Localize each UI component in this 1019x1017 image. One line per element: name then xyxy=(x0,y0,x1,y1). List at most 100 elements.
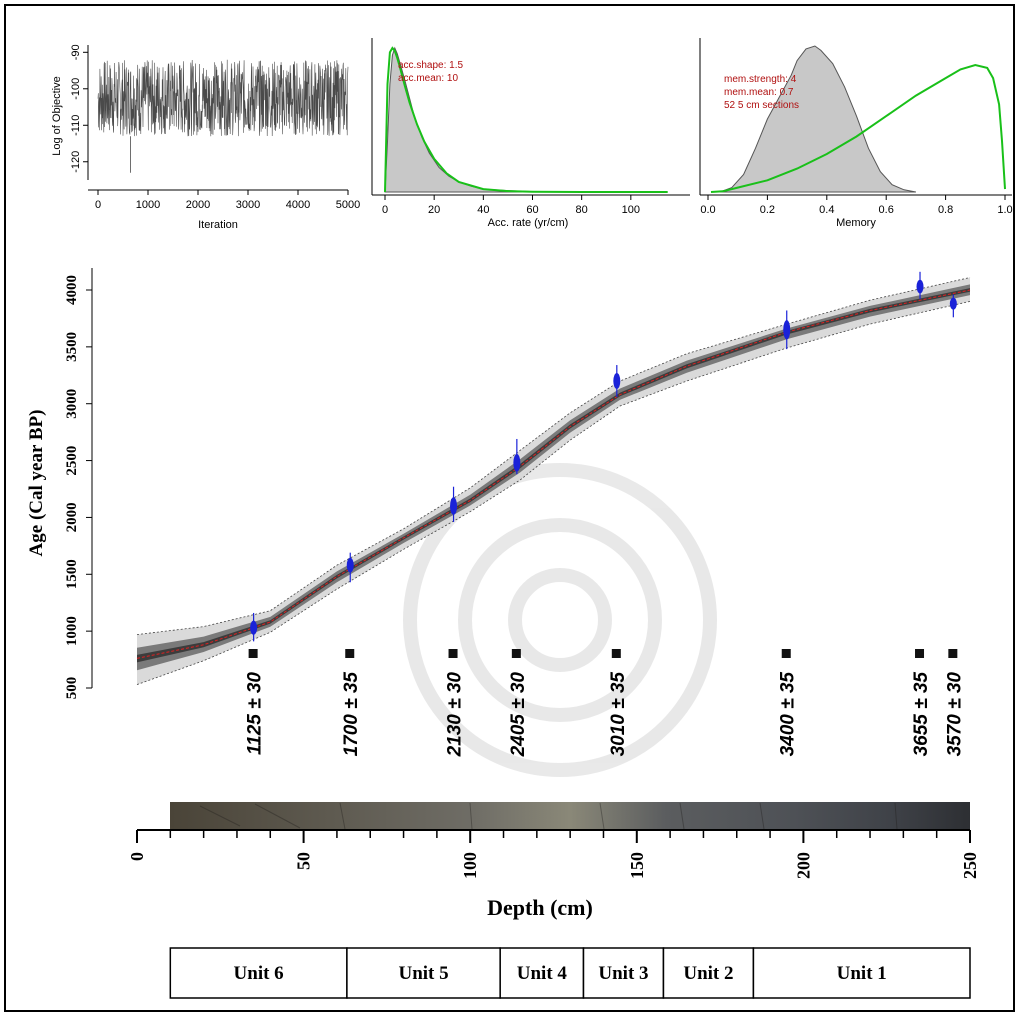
memory-x-label: Memory xyxy=(836,217,876,229)
age-upper-bound xyxy=(136,277,971,635)
date-square-7 xyxy=(915,649,925,658)
date-marker-4 xyxy=(513,454,521,472)
watermark-rosette xyxy=(403,463,717,777)
unit-cell-6 xyxy=(752,947,971,999)
depth-tick-label: 250 xyxy=(960,852,980,879)
trace-x-tick-label: 0 xyxy=(95,199,101,211)
memory-x-tick-label: 0.2 xyxy=(760,204,775,216)
trace-x-label: Iteration xyxy=(198,219,238,231)
trace-x-tick-label: 3000 xyxy=(236,199,260,211)
unit-table: Unit 6 Unit 5 Unit 4 Unit 3 Unit 2 Unit 1 xyxy=(169,947,971,999)
unit-label-6: Unit 1 xyxy=(837,963,887,984)
trace-x-tick-label: 1000 xyxy=(136,199,160,211)
acc-rate-x-tick-label: 40 xyxy=(477,204,489,216)
core-photo-strip xyxy=(170,802,970,830)
date-square-2 xyxy=(345,649,355,658)
acc-rate-x-tick-label: 80 xyxy=(576,204,588,216)
date-square-8 xyxy=(948,649,958,658)
date-marker-3 xyxy=(450,497,458,515)
core-texture xyxy=(199,802,898,830)
age-band-core xyxy=(137,284,970,671)
age-band-outer xyxy=(137,277,970,685)
mem-strength-annotation: mem.strength: 4 xyxy=(724,74,797,85)
date-marker-7 xyxy=(916,279,924,294)
memory-panel: 0.0 0.2 0.4 0.6 0.8 1.0 mem.strength: 4 mem.m… xyxy=(699,38,1013,229)
age-y-tick-label: 2000 xyxy=(64,502,80,532)
age-y-tick-label: 500 xyxy=(64,677,80,700)
unit-label-5: Unit 2 xyxy=(683,963,733,984)
trace-y-tick-label: -100 xyxy=(70,78,82,100)
memory-x-tick-label: 0.0 xyxy=(700,204,715,216)
depth-tick-label: 200 xyxy=(793,852,813,879)
date-marker-2 xyxy=(346,557,354,573)
acc-rate-x-tick-label: 20 xyxy=(428,204,440,216)
trace-x-tick-label: 2000 xyxy=(186,199,210,211)
date-label-1: 1125 ± 30 xyxy=(245,672,266,755)
depth-tick-label: 0 xyxy=(127,852,147,861)
unit-cell-4 xyxy=(582,947,665,999)
acc-rate-panel: 0 20 40 60 80 100 acc.shape: 1.5 acc.mean: 10… xyxy=(371,38,690,229)
trace-y-tick-label: -90 xyxy=(70,44,82,60)
trace-y-tick-label: -110 xyxy=(70,115,82,136)
date-marker-6 xyxy=(783,320,791,340)
date-square-4 xyxy=(511,649,521,658)
unit-cell-1 xyxy=(169,947,348,999)
age-y-tick-label: 1000 xyxy=(64,616,80,646)
acc-rate-x-tick-label: 0 xyxy=(382,204,388,216)
date-square-1 xyxy=(248,649,258,658)
trace-x-tick-label: 4000 xyxy=(286,199,310,211)
date-label-3: 2130 ± 30 xyxy=(445,672,466,758)
unit-label-4: Unit 3 xyxy=(598,963,648,984)
trace-y-label: Log of Objective xyxy=(51,76,63,156)
memory-x-tick-label: 0.4 xyxy=(819,204,834,216)
date-marker-1 xyxy=(250,620,258,635)
acc-mean-annotation: acc.mean: 10 xyxy=(398,73,458,84)
depth-x-label: Depth (cm) xyxy=(487,895,593,920)
date-square-5 xyxy=(611,649,621,658)
date-marker-8 xyxy=(949,297,957,310)
trace-line-group xyxy=(97,59,349,173)
acc-shape-annotation: acc.shape: 1.5 xyxy=(398,60,463,71)
age-y-tick-label: 2500 xyxy=(64,446,80,476)
age-y-tick-label: 3000 xyxy=(64,389,80,419)
age-y-tick-label: 1500 xyxy=(64,559,80,589)
age-depth-panel: 500 1000 1500 2000 2500 3000 3500 4000 1125 ± 3… xyxy=(26,268,971,758)
age-y-tick-label: 4000 xyxy=(64,275,80,305)
age-model-band xyxy=(137,277,970,685)
date-label-4: 2405 ± 30 xyxy=(508,672,529,758)
age-y-label: Age (Cal year BP) xyxy=(26,410,47,557)
acc-rate-prior xyxy=(384,46,668,193)
acc-rate-x-label: Acc. rate (yr/cm) xyxy=(488,217,569,229)
date-label-7: 3655 ± 35 xyxy=(911,672,932,757)
date-label-2: 1700 ± 35 xyxy=(341,672,362,757)
depth-tick-label: 150 xyxy=(627,852,647,879)
figure-border xyxy=(4,4,1015,1012)
mem-mean-annotation: mem.mean: 0.7 xyxy=(724,87,794,98)
date-label-8: 3570 ± 30 xyxy=(944,672,965,757)
trace-x-tick-label: 5000 xyxy=(336,199,360,211)
memory-x-tick-label: 0.6 xyxy=(879,204,894,216)
unit-label-1: Unit 6 xyxy=(234,963,284,984)
memory-x-tick-label: 0.8 xyxy=(938,204,953,216)
acc-rate-x-tick-label: 60 xyxy=(526,204,538,216)
date-square-3 xyxy=(448,649,458,658)
trace-line xyxy=(97,59,349,137)
date-marker-5 xyxy=(613,373,621,389)
date-label-6: 3400 ± 35 xyxy=(778,672,799,757)
depth-tick-label: 100 xyxy=(460,852,480,879)
date-square-6 xyxy=(781,649,791,658)
age-y-tick-label: 3500 xyxy=(64,332,80,362)
trace-panel: 0 1000 2000 3000 4000 5000 -90 -100 -110 -120 It… xyxy=(51,44,360,231)
depth-axis: 0 50 100 150 200 250 Depth (cm) xyxy=(127,829,980,920)
memory-posterior xyxy=(719,45,916,193)
unit-label-3: Unit 4 xyxy=(517,963,568,984)
date-label-5: 3010 ± 35 xyxy=(608,672,629,757)
acc-rate-x-tick-label: 100 xyxy=(622,204,640,216)
memory-x-tick-label: 1.0 xyxy=(997,204,1012,216)
sections-annotation: 52 5 cm sections xyxy=(724,100,799,111)
depth-tick-label: 50 xyxy=(294,852,314,870)
unit-label-2: Unit 5 xyxy=(398,963,448,984)
trace-y-tick-label: -120 xyxy=(70,151,82,173)
memory-prior xyxy=(710,63,1006,193)
